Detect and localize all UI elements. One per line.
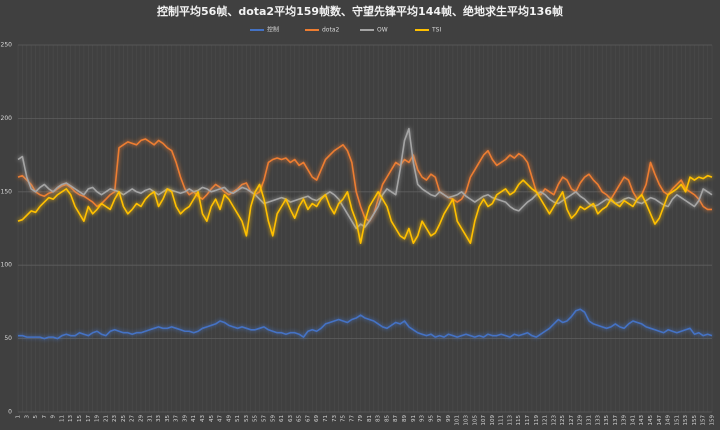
x-tick-label: 57 bbox=[261, 415, 267, 422]
x-tick-label: 67 bbox=[305, 415, 311, 422]
x-tick-label: 63 bbox=[288, 415, 294, 422]
x-tick-label: 145 bbox=[648, 415, 654, 426]
legend-label: 控制 bbox=[267, 26, 279, 34]
x-tick-label: 1 bbox=[16, 415, 22, 419]
x-tick-label: 123 bbox=[551, 415, 557, 426]
x-tick-label: 149 bbox=[666, 415, 672, 426]
y-tick-label: 200 bbox=[1, 115, 13, 122]
x-tick-label: 97 bbox=[437, 415, 443, 422]
x-tick-label: 25 bbox=[121, 415, 127, 422]
x-tick-label: 55 bbox=[253, 415, 259, 422]
x-tick-label: 73 bbox=[332, 415, 338, 422]
x-tick-label: 87 bbox=[393, 415, 399, 422]
x-tick-label: 69 bbox=[314, 415, 320, 422]
x-tick-label: 61 bbox=[279, 415, 285, 422]
legend-label: TSI bbox=[431, 27, 441, 34]
x-tick-label: 65 bbox=[297, 415, 303, 422]
x-tick-label: 137 bbox=[613, 415, 619, 426]
x-tick-label: 159 bbox=[710, 415, 716, 426]
series-line bbox=[18, 308, 713, 340]
x-tick-label: 39 bbox=[182, 415, 188, 422]
series-line bbox=[17, 174, 713, 244]
x-tick-label: 23 bbox=[112, 415, 118, 422]
x-tick-label: 49 bbox=[226, 415, 232, 422]
x-tick-label: 139 bbox=[622, 415, 628, 426]
x-tick-label: 51 bbox=[235, 415, 241, 422]
y-tick-label: 150 bbox=[1, 188, 13, 195]
x-tick-label: 37 bbox=[174, 415, 180, 422]
x-tick-label: 133 bbox=[595, 415, 601, 426]
legend-label: dota2 bbox=[322, 27, 340, 34]
x-tick-label: 119 bbox=[534, 415, 540, 426]
x-tick-label: 17 bbox=[86, 415, 92, 422]
x-tick-label: 155 bbox=[692, 415, 698, 426]
x-tick-label: 5 bbox=[33, 415, 39, 419]
x-tick-label: 79 bbox=[358, 415, 364, 422]
y-tick-label: 0 bbox=[8, 409, 12, 416]
x-tick-label: 31 bbox=[147, 415, 153, 422]
x-tick-label: 29 bbox=[138, 415, 144, 422]
x-tick-label: 19 bbox=[95, 415, 101, 422]
chart-title: 控制平均56帧、dota2平均159帧数、守望先锋平均144帧、绝地求生平均13… bbox=[157, 4, 563, 18]
x-tick-label: 47 bbox=[218, 415, 224, 422]
x-tick-label: 85 bbox=[384, 415, 390, 422]
x-tick-label: 129 bbox=[578, 415, 584, 426]
x-tick-label: 103 bbox=[464, 415, 470, 426]
x-tick-label: 157 bbox=[701, 415, 707, 426]
x-tick-label: 143 bbox=[639, 415, 645, 426]
x-tick-label: 83 bbox=[376, 415, 382, 422]
x-tick-label: 41 bbox=[191, 415, 197, 422]
x-tick-label: 35 bbox=[165, 415, 171, 422]
x-tick-label: 131 bbox=[587, 415, 593, 426]
x-tick-label: 53 bbox=[244, 415, 250, 422]
series-line bbox=[17, 138, 712, 222]
x-tick-label: 13 bbox=[68, 415, 74, 422]
x-tick-label: 3 bbox=[24, 415, 30, 419]
x-tick-label: 59 bbox=[270, 415, 276, 422]
x-tick-label: 9 bbox=[51, 415, 57, 419]
x-tick-label: 45 bbox=[209, 415, 215, 422]
x-tick-label: 135 bbox=[604, 415, 610, 426]
x-tick-label: 43 bbox=[200, 415, 206, 422]
y-tick-label: 250 bbox=[1, 42, 13, 49]
series-line bbox=[17, 127, 713, 230]
x-tick-label: 15 bbox=[77, 415, 83, 422]
x-tick-label: 113 bbox=[507, 415, 513, 426]
x-tick-label: 75 bbox=[341, 415, 347, 422]
x-tick-label: 121 bbox=[543, 415, 549, 426]
x-tick-label: 81 bbox=[367, 415, 373, 422]
y-tick-label: 100 bbox=[1, 262, 13, 269]
x-tick-label: 33 bbox=[156, 415, 162, 422]
x-tick-label: 105 bbox=[472, 415, 478, 426]
x-tick-label: 141 bbox=[630, 415, 636, 426]
x-tick-label: 71 bbox=[323, 415, 329, 422]
x-tick-label: 151 bbox=[674, 415, 680, 426]
x-tick-label: 11 bbox=[59, 415, 65, 422]
legend-label: OW bbox=[377, 27, 388, 34]
x-tick-label: 109 bbox=[490, 415, 496, 426]
x-tick-label: 91 bbox=[411, 415, 417, 422]
x-tick-label: 89 bbox=[402, 415, 408, 422]
x-tick-label: 21 bbox=[103, 415, 109, 422]
x-tick-label: 125 bbox=[560, 415, 566, 426]
x-tick-label: 101 bbox=[455, 415, 461, 426]
x-tick-label: 153 bbox=[683, 415, 689, 426]
x-tick-label: 7 bbox=[42, 415, 48, 419]
x-tick-label: 107 bbox=[481, 415, 487, 426]
y-tick-label: 50 bbox=[4, 335, 12, 342]
x-tick-label: 95 bbox=[428, 415, 434, 422]
x-tick-label: 127 bbox=[569, 415, 575, 426]
x-tick-label: 77 bbox=[349, 415, 355, 422]
x-tick-label: 115 bbox=[516, 415, 522, 426]
x-tick-label: 147 bbox=[657, 415, 663, 426]
x-tick-label: 111 bbox=[499, 415, 505, 426]
x-tick-label: 93 bbox=[420, 415, 426, 422]
x-tick-label: 27 bbox=[130, 415, 136, 422]
x-tick-label: 117 bbox=[525, 415, 531, 426]
x-tick-label: 99 bbox=[446, 415, 452, 422]
